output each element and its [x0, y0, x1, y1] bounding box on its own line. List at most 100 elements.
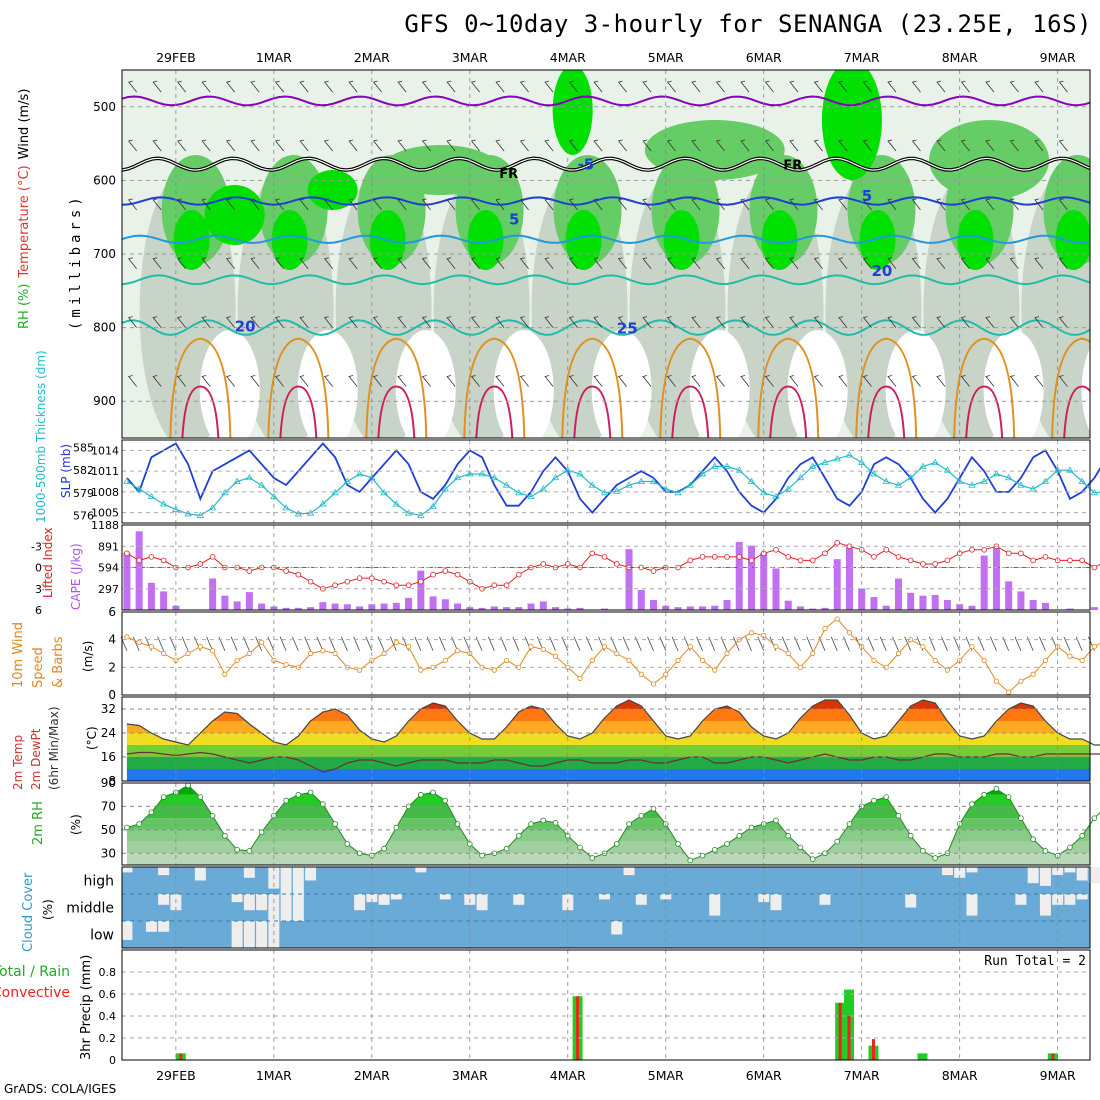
wind-barb	[519, 80, 529, 93]
wind-barb	[691, 375, 701, 387]
cape-bar	[1017, 591, 1025, 610]
lifted-index-marker	[748, 557, 755, 564]
wind-barb	[666, 198, 676, 211]
wind-barb	[911, 375, 921, 387]
cloud-clear-cell	[941, 867, 953, 876]
wind-barb	[862, 316, 872, 328]
rh-tick-label: 90	[101, 776, 116, 790]
thickness-marker	[870, 470, 878, 477]
rh2m-marker	[552, 820, 559, 826]
precip-convective-bar	[847, 1016, 851, 1060]
cape-bar	[417, 570, 425, 610]
cloud-clear-cell	[439, 894, 451, 900]
wind-barb	[446, 139, 456, 152]
wind-barb	[348, 375, 358, 387]
wind-barb	[960, 257, 970, 269]
date-tick-label-bottom: 2MAR	[354, 1068, 390, 1083]
wind-barb-10m	[659, 636, 667, 651]
date-tick-label-top: 7MAR	[844, 50, 880, 65]
date-tick-label-bottom: 5MAR	[648, 1068, 684, 1083]
rh2m-marker	[344, 841, 351, 847]
wind-barb	[397, 139, 407, 152]
date-tick-label-top: 9MAR	[1040, 50, 1076, 65]
isotherm-label: 20	[872, 262, 893, 280]
wind-barb-10m	[304, 636, 311, 651]
wind-speed-marker	[283, 661, 289, 668]
run-total-annotation: Run Total = 2	[984, 954, 1086, 969]
cloud-clear-cell	[1088, 867, 1100, 884]
wind-barb	[421, 80, 431, 93]
wind-barb-10m	[806, 636, 814, 651]
date-tick-label-bottom: 6MAR	[746, 1068, 782, 1083]
thickness-marker	[1004, 473, 1013, 481]
isotherm-25-arc	[953, 337, 1016, 438]
date-tick-label-bottom: 9MAR	[1040, 1068, 1076, 1083]
temp-tick-label: 8	[108, 774, 116, 788]
cloud-clear-cell	[158, 921, 170, 932]
wind-barb-10m	[365, 636, 373, 651]
wind-speed-marker	[895, 650, 902, 657]
lifted-index-marker	[491, 582, 498, 589]
wind-barb-10m	[634, 636, 642, 651]
isotherm-label: 5	[509, 211, 519, 229]
rh-saturated-region	[565, 210, 602, 270]
wind-barb	[617, 375, 627, 387]
cape-bar	[980, 555, 988, 610]
thickness-marker	[233, 477, 241, 484]
cloud-clear-cell	[145, 921, 157, 932]
slp-ylabel: SLP (mb)	[59, 444, 73, 498]
cloud-clear-cell	[1076, 894, 1088, 900]
wind-barb	[642, 375, 652, 387]
wind-speed-marker	[944, 667, 951, 673]
lifted-index-marker	[711, 554, 718, 560]
wind-barb	[985, 80, 995, 93]
wind-barb	[838, 257, 848, 269]
wind-barb	[887, 257, 897, 269]
wind-barb	[397, 198, 407, 211]
wind-barb	[936, 257, 946, 269]
cloud-clear-cell	[819, 894, 831, 905]
wind-barb	[127, 139, 138, 152]
cape-bar	[1041, 602, 1049, 610]
cape-bar	[294, 607, 302, 610]
wind-barb	[250, 139, 260, 152]
date-tick-label-bottom: 3MAR	[452, 1068, 488, 1083]
cloud-clear-cell	[599, 894, 611, 900]
slp-tick-label: 1005	[91, 507, 119, 520]
wind-speed-marker	[1018, 678, 1024, 684]
wind-barb	[691, 257, 701, 269]
wind-barb	[152, 375, 162, 387]
thickness-marker	[294, 510, 303, 517]
wind-barb	[593, 257, 603, 269]
crosssection-ylabel-part: Temperature (°C)	[17, 165, 32, 278]
rh2m-marker	[748, 824, 755, 831]
wind-speed-marker	[1091, 643, 1098, 650]
wind-speed-marker	[234, 657, 240, 664]
wind-barb-10m	[879, 636, 887, 651]
cloud-clear-cell	[611, 921, 623, 935]
cloud-clear-cell	[1064, 894, 1076, 905]
wind-barb	[372, 375, 382, 387]
isotherm-20-lower	[122, 319, 1090, 337]
pressure-tick-label: 700	[93, 247, 116, 261]
isotherm-25-arc	[463, 337, 526, 438]
wind-barb	[274, 375, 284, 387]
rh2m-marker	[124, 824, 130, 831]
cloud-clear-cell	[660, 894, 672, 900]
rh-saturated-region	[271, 210, 308, 270]
wind-barb	[544, 257, 554, 269]
wind-barb	[446, 80, 456, 93]
wind-barb	[127, 316, 138, 328]
lifted-index-marker	[969, 546, 975, 553]
rh2m-marker	[418, 791, 424, 798]
cape-bar	[931, 594, 939, 610]
wind-speed-marker	[1030, 671, 1036, 677]
wind-barb-10m	[328, 636, 336, 651]
rh-tick-label: 50	[101, 823, 116, 837]
precip-total-legend: Total / Rain	[0, 964, 70, 980]
cloud-clear-cell	[709, 894, 721, 916]
wind-barb-10m	[928, 636, 936, 651]
wind-tick-label: 4	[108, 633, 116, 647]
wind-barb	[274, 198, 284, 211]
dewpoint-line	[126, 751, 1100, 773]
